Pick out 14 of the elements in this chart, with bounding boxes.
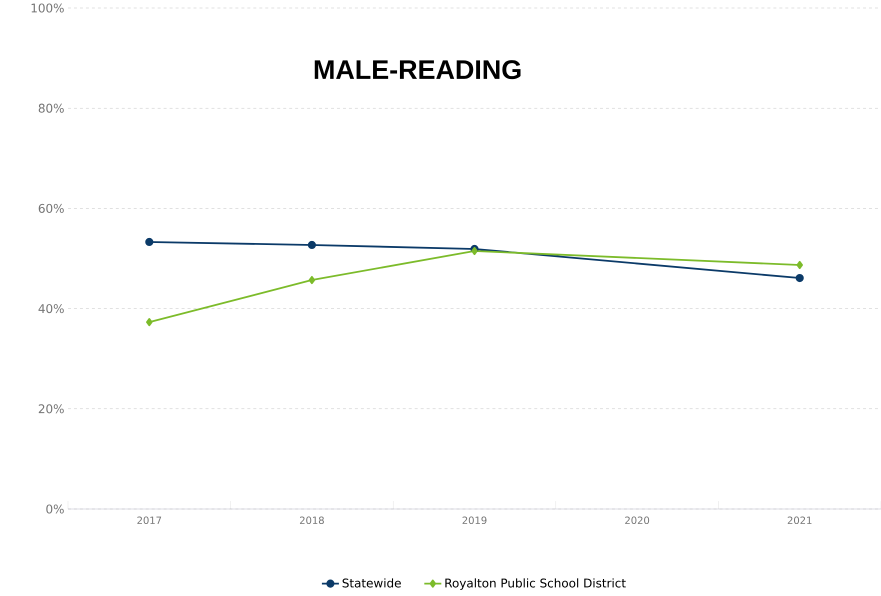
x-tick-label: 2020	[625, 516, 650, 524]
x-tick-label: 2021	[788, 516, 812, 524]
x-tick-label: 2017	[137, 516, 162, 524]
y-tick-label: 80%	[38, 104, 64, 113]
legend-label: Statewide	[342, 578, 401, 588]
y-tick-label: 60%	[38, 204, 64, 213]
y-tick-label: 20%	[38, 404, 64, 414]
text: MALE-READING	[314, 60, 521, 80]
y-tick-label: 100%	[32, 3, 64, 13]
x-tick-label: 2018	[300, 516, 324, 524]
legend-label: Royalton Public School District	[445, 578, 626, 590]
y-tick-label: 0%	[46, 504, 64, 514]
y-tick-label: 40%	[38, 304, 64, 314]
x-tick-label: 2019	[462, 516, 486, 524]
